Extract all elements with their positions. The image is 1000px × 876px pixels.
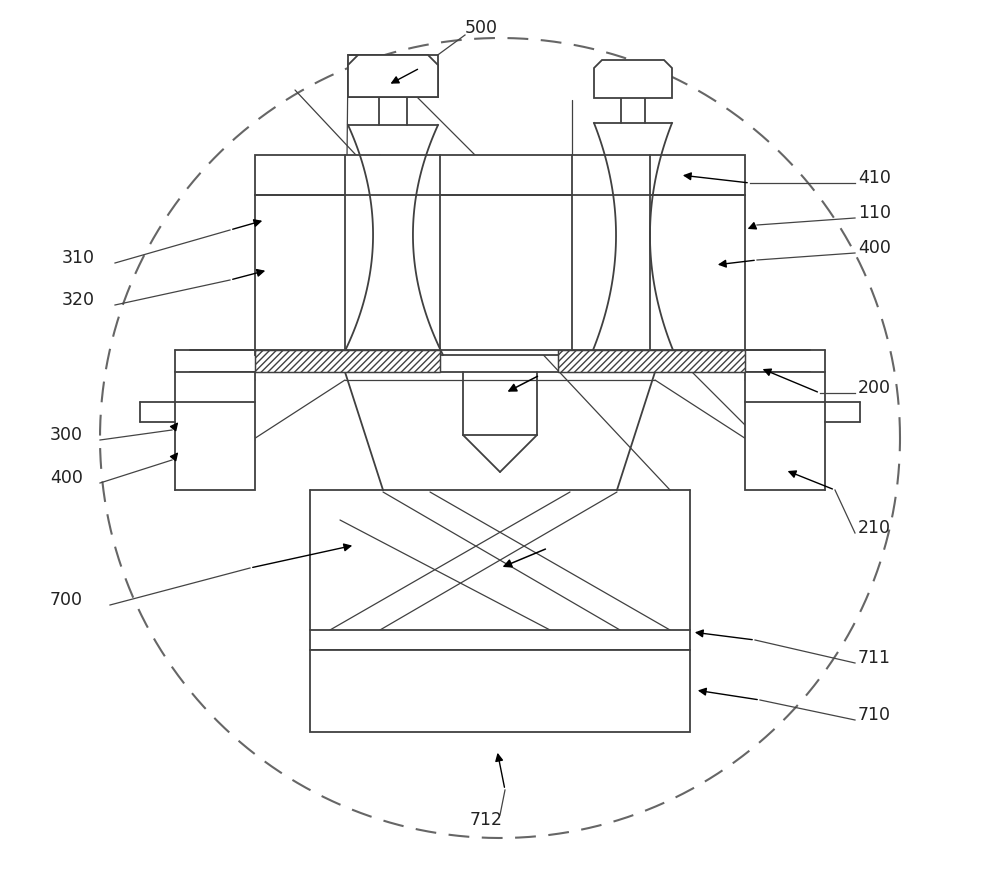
Bar xyxy=(255,350,440,372)
Text: 320: 320 xyxy=(62,291,95,309)
Text: 110: 110 xyxy=(858,204,891,222)
Bar xyxy=(175,372,255,490)
Text: 700: 700 xyxy=(50,591,83,609)
Text: 300: 300 xyxy=(50,426,83,444)
FancyBboxPatch shape xyxy=(348,55,438,97)
Text: 710: 710 xyxy=(858,706,891,724)
Text: 500: 500 xyxy=(465,19,498,37)
Text: 210: 210 xyxy=(858,519,891,537)
Polygon shape xyxy=(348,55,438,97)
Bar xyxy=(745,372,825,490)
Bar xyxy=(558,350,745,372)
Bar xyxy=(310,650,690,732)
Text: 711: 711 xyxy=(858,649,891,667)
Polygon shape xyxy=(594,60,672,98)
Text: 400: 400 xyxy=(50,469,83,487)
Text: 200: 200 xyxy=(858,379,891,397)
Text: 410: 410 xyxy=(858,169,891,187)
Bar xyxy=(255,350,440,372)
Text: 310: 310 xyxy=(62,249,95,267)
Text: 400: 400 xyxy=(858,239,891,257)
Bar xyxy=(255,155,745,355)
Text: 712: 712 xyxy=(470,811,503,829)
Bar xyxy=(558,350,745,372)
Bar xyxy=(310,630,690,650)
